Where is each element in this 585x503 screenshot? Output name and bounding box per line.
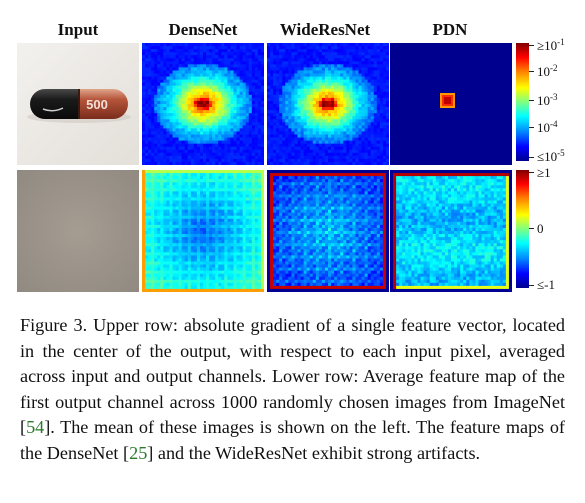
input-pill-image: 500: [17, 43, 139, 165]
cbar-lower-label-zero: 0: [537, 221, 544, 236]
cbar-upper-label-1: ≥10-1: [537, 37, 565, 53]
pill-imprint: 500: [86, 97, 108, 112]
densenet-gradient-map: [142, 43, 264, 165]
citation-link-25[interactable]: 25: [129, 442, 148, 463]
column-title-densenet: DenseNet: [168, 20, 238, 39]
pdn-gradient-map: [390, 43, 512, 165]
cbar-upper-label-4: 10-4: [537, 119, 558, 135]
pdn-feature-map: [390, 170, 512, 292]
densenet-feature-map: [142, 170, 264, 292]
cbar-upper-label-3: 10-3: [537, 92, 558, 108]
colorbar-lower: [516, 170, 529, 288]
wideresnet-feature-map: [267, 170, 389, 292]
column-title-pdn: PDN: [432, 20, 468, 39]
column-title-wideresnet: WideResNet: [279, 20, 371, 39]
cbar-lower-label-min: ≤-1: [537, 277, 555, 292]
figure-caption: Figure 3. Upper row: absolute gradient o…: [20, 313, 565, 467]
wideresnet-gradient-map: [267, 43, 389, 165]
colorbar-upper: [516, 43, 529, 161]
caption-text-2: ]. The mean of these images is shown on …: [20, 417, 565, 463]
cbar-upper-label-2: 10-2: [537, 63, 558, 79]
column-title-input: Input: [57, 20, 99, 39]
caption-text-1: Figure 3. Upper row: absolute gradient o…: [20, 315, 565, 438]
cbar-upper-label-5: ≤10-5: [537, 148, 565, 164]
cbar-lower-label-max: ≥1: [537, 165, 551, 180]
caption-text-3: ] and the WideResNet exhibit strong arti…: [147, 442, 481, 463]
citation-link-54[interactable]: 54: [26, 417, 45, 438]
mean-input-image: [17, 170, 139, 292]
